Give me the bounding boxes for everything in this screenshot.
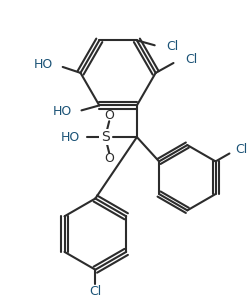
Text: O: O xyxy=(104,152,114,165)
Text: HO: HO xyxy=(52,105,71,118)
Text: Cl: Cl xyxy=(166,40,178,53)
Text: HO: HO xyxy=(60,131,79,144)
Text: Cl: Cl xyxy=(185,52,197,66)
Text: HO: HO xyxy=(34,59,53,71)
Text: O: O xyxy=(104,109,114,122)
Text: Cl: Cl xyxy=(234,143,247,156)
Text: S: S xyxy=(101,130,109,144)
Text: S: S xyxy=(101,130,109,144)
Text: Cl: Cl xyxy=(89,285,101,298)
